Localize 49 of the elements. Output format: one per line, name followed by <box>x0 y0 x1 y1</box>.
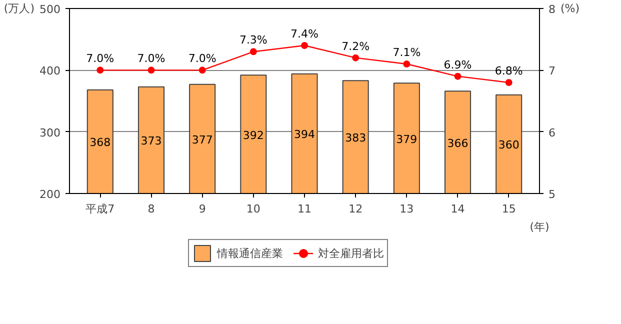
data-label: 394 <box>294 128 315 142</box>
y2-tick-label: 7 <box>548 64 556 78</box>
x-tick-label: 15 <box>502 202 516 216</box>
data-label: 379 <box>396 132 418 146</box>
data-label: 6.9% <box>444 58 472 72</box>
y-tick-label: 400 <box>40 64 61 78</box>
data-label: 366 <box>447 136 468 150</box>
data-label: 368 <box>90 136 111 150</box>
point <box>403 60 410 68</box>
point <box>250 48 257 56</box>
x-tick-label: 10 <box>246 202 260 216</box>
data-label: 7.3% <box>239 34 268 47</box>
x-tick-label: 8 <box>148 202 155 216</box>
data-label: 7.1% <box>392 46 421 59</box>
x-tick-label: 13 <box>400 202 414 216</box>
data-label: 7.2% <box>342 40 370 53</box>
y2-tick-label: 6 <box>548 126 556 140</box>
y-tick-label: 300 <box>40 126 61 140</box>
data-label: 360 <box>498 138 520 152</box>
y2-tick-label: 5 <box>548 188 556 201</box>
legend-label: 情報通信産業 <box>217 246 283 260</box>
data-label: 7.4% <box>290 28 318 40</box>
x-tick-label: 9 <box>198 202 206 216</box>
y-tick-label: 200 <box>40 188 61 201</box>
data-label: 392 <box>242 128 264 142</box>
y2-axis-title: (%) <box>560 2 580 15</box>
y2-tick-label: 8 <box>548 3 556 16</box>
data-label: 7.0% <box>137 52 166 66</box>
data-label: 7.0% <box>86 52 114 66</box>
data-label: 6.8% <box>494 64 523 78</box>
point <box>148 66 155 74</box>
point <box>198 66 206 74</box>
y-axis-title: (万人) <box>4 2 35 15</box>
legend-label: 対全雇用者比 <box>318 246 384 260</box>
point <box>352 54 360 62</box>
data-label: 373 <box>140 134 162 148</box>
x-tick-label: 12 <box>348 202 363 216</box>
data-label: 7.0% <box>188 52 216 66</box>
x-tick-label: 平成7 <box>86 202 115 216</box>
point <box>505 79 512 86</box>
x-axis-title: (年) <box>530 220 550 234</box>
y-tick-label: 500 <box>40 3 61 16</box>
x-tick-label: 14 <box>450 202 465 216</box>
data-label: 377 <box>192 133 213 146</box>
x-tick-label: 11 <box>298 202 312 216</box>
point <box>96 66 104 74</box>
data-label: 383 <box>345 132 366 145</box>
point <box>454 72 462 80</box>
point <box>301 42 308 49</box>
